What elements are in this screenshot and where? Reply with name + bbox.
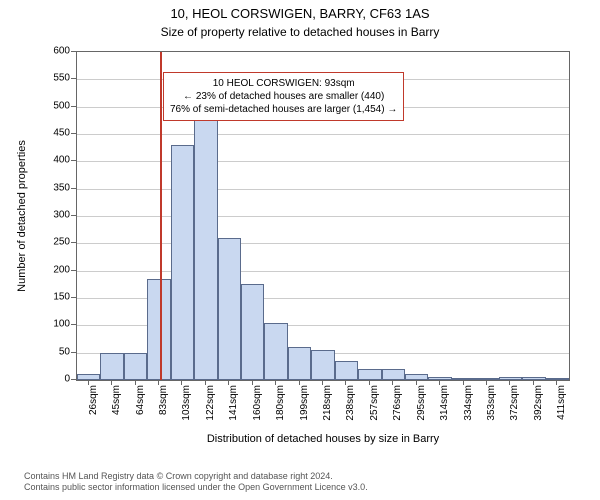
histogram-bar	[100, 353, 123, 380]
x-tick-label: 26sqm	[88, 385, 99, 415]
page-subtitle: Size of property relative to detached ho…	[0, 25, 600, 39]
histogram-bar	[546, 378, 569, 380]
histogram-bar	[405, 374, 428, 379]
histogram-bar	[264, 323, 287, 380]
x-tick-label: 218sqm	[322, 385, 333, 421]
x-tick-label: 372sqm	[509, 385, 520, 421]
x-tick-label: 238sqm	[345, 385, 356, 421]
x-tick-label: 160sqm	[252, 385, 263, 421]
gridline	[77, 189, 569, 190]
histogram-bar	[499, 377, 522, 380]
y-tick-label: 0	[24, 373, 70, 384]
y-tick-label: 400	[24, 155, 70, 166]
histogram-bar	[288, 347, 311, 380]
gridline	[77, 134, 569, 135]
x-tick-label: 141sqm	[228, 385, 239, 421]
y-tick-label: 500	[24, 100, 70, 111]
histogram-bar	[77, 374, 100, 379]
histogram-bar	[171, 145, 194, 380]
x-tick-label: 314sqm	[439, 385, 450, 421]
gridline	[77, 271, 569, 272]
x-tick-label: 276sqm	[392, 385, 403, 421]
x-tick-label: 257sqm	[369, 385, 380, 421]
histogram-bar	[382, 369, 405, 380]
annotation-line-2: ← 23% of detached houses are smaller (44…	[170, 90, 397, 103]
x-tick-label: 334sqm	[463, 385, 474, 421]
histogram-bar	[241, 284, 264, 380]
y-tick-label: 450	[24, 127, 70, 138]
y-axis: 050100150200250300350400450500550600	[20, 51, 76, 381]
gridline	[77, 243, 569, 244]
y-tick-label: 200	[24, 264, 70, 275]
x-tick-label: 122sqm	[205, 385, 216, 421]
histogram-bar	[358, 369, 381, 380]
histogram-bar	[311, 350, 334, 380]
y-tick-label: 600	[24, 45, 70, 56]
histogram-bar	[194, 120, 217, 380]
y-tick-label: 300	[24, 209, 70, 220]
histogram-bar	[452, 378, 475, 380]
gridline	[77, 216, 569, 217]
histogram-bar	[428, 377, 451, 380]
chart-container: Number of detached properties 0501001502…	[20, 41, 580, 431]
gridline	[77, 161, 569, 162]
attribution-line-1: Contains HM Land Registry data © Crown c…	[24, 471, 590, 483]
histogram-bar	[218, 238, 241, 380]
x-axis: 26sqm 45sqm 64sqm 83sqm 103sqm 122sqm 141sqm 16…	[76, 381, 570, 431]
annotation-line-1: 10 HEOL CORSWIGEN: 93sqm	[170, 77, 397, 90]
y-tick-label: 350	[24, 182, 70, 193]
y-tick-label: 100	[24, 319, 70, 330]
x-tick-label: 45sqm	[111, 385, 122, 415]
histogram-bar	[124, 353, 147, 380]
x-tick-label: 180sqm	[275, 385, 286, 421]
histogram-bar	[522, 377, 545, 380]
y-tick-label: 250	[24, 237, 70, 248]
histogram-bar	[335, 361, 358, 380]
y-tick-label: 150	[24, 291, 70, 302]
x-tick-label: 353sqm	[486, 385, 497, 421]
x-tick-label: 83sqm	[158, 385, 169, 415]
attribution-line-2: Contains public sector information licen…	[24, 482, 590, 494]
x-tick-label: 411sqm	[556, 385, 567, 420]
x-tick-label: 199sqm	[299, 385, 310, 421]
plot-area: 10 HEOL CORSWIGEN: 93sqm ← 23% of detach…	[76, 51, 570, 381]
x-tick-label: 103sqm	[181, 385, 192, 421]
x-tick-label: 64sqm	[135, 385, 146, 415]
x-axis-label: Distribution of detached houses by size …	[76, 433, 570, 445]
annotation-line-3: 76% of semi-detached houses are larger (…	[170, 103, 397, 116]
y-tick-label: 50	[24, 346, 70, 357]
reference-annotation: 10 HEOL CORSWIGEN: 93sqm ← 23% of detach…	[163, 72, 404, 121]
page-title: 10, HEOL CORSWIGEN, BARRY, CF63 1AS	[0, 6, 600, 23]
y-tick-label: 550	[24, 73, 70, 84]
attribution: Contains HM Land Registry data © Crown c…	[24, 471, 590, 494]
x-tick-label: 392sqm	[533, 385, 544, 421]
x-tick-label: 295sqm	[416, 385, 427, 421]
reference-line	[160, 52, 162, 380]
histogram-bar	[475, 378, 498, 380]
